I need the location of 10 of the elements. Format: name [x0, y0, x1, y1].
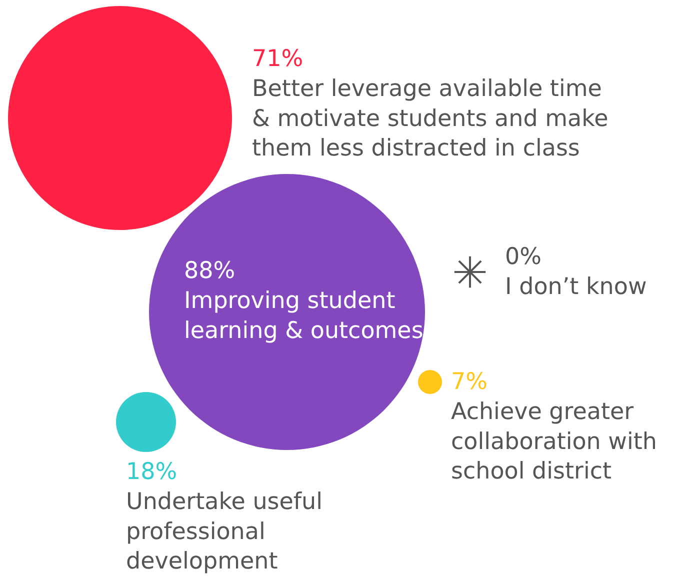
data-label: 7% — [451, 369, 488, 395]
data-label: 88% — [184, 258, 236, 284]
category-label: Improving student learning & outcomes — [184, 288, 424, 344]
category-label: Better leverage available time & motivate students and make them less distracted in class — [252, 76, 608, 162]
data-label: 0% — [505, 244, 542, 270]
category-label: Achieve greater collaboration with school district — [451, 398, 657, 485]
data-label: 18% — [126, 459, 178, 485]
category-label: I don’t know — [505, 274, 647, 300]
data-label: 71% — [252, 46, 304, 72]
category-label: Undertake useful professional development — [126, 488, 322, 575]
